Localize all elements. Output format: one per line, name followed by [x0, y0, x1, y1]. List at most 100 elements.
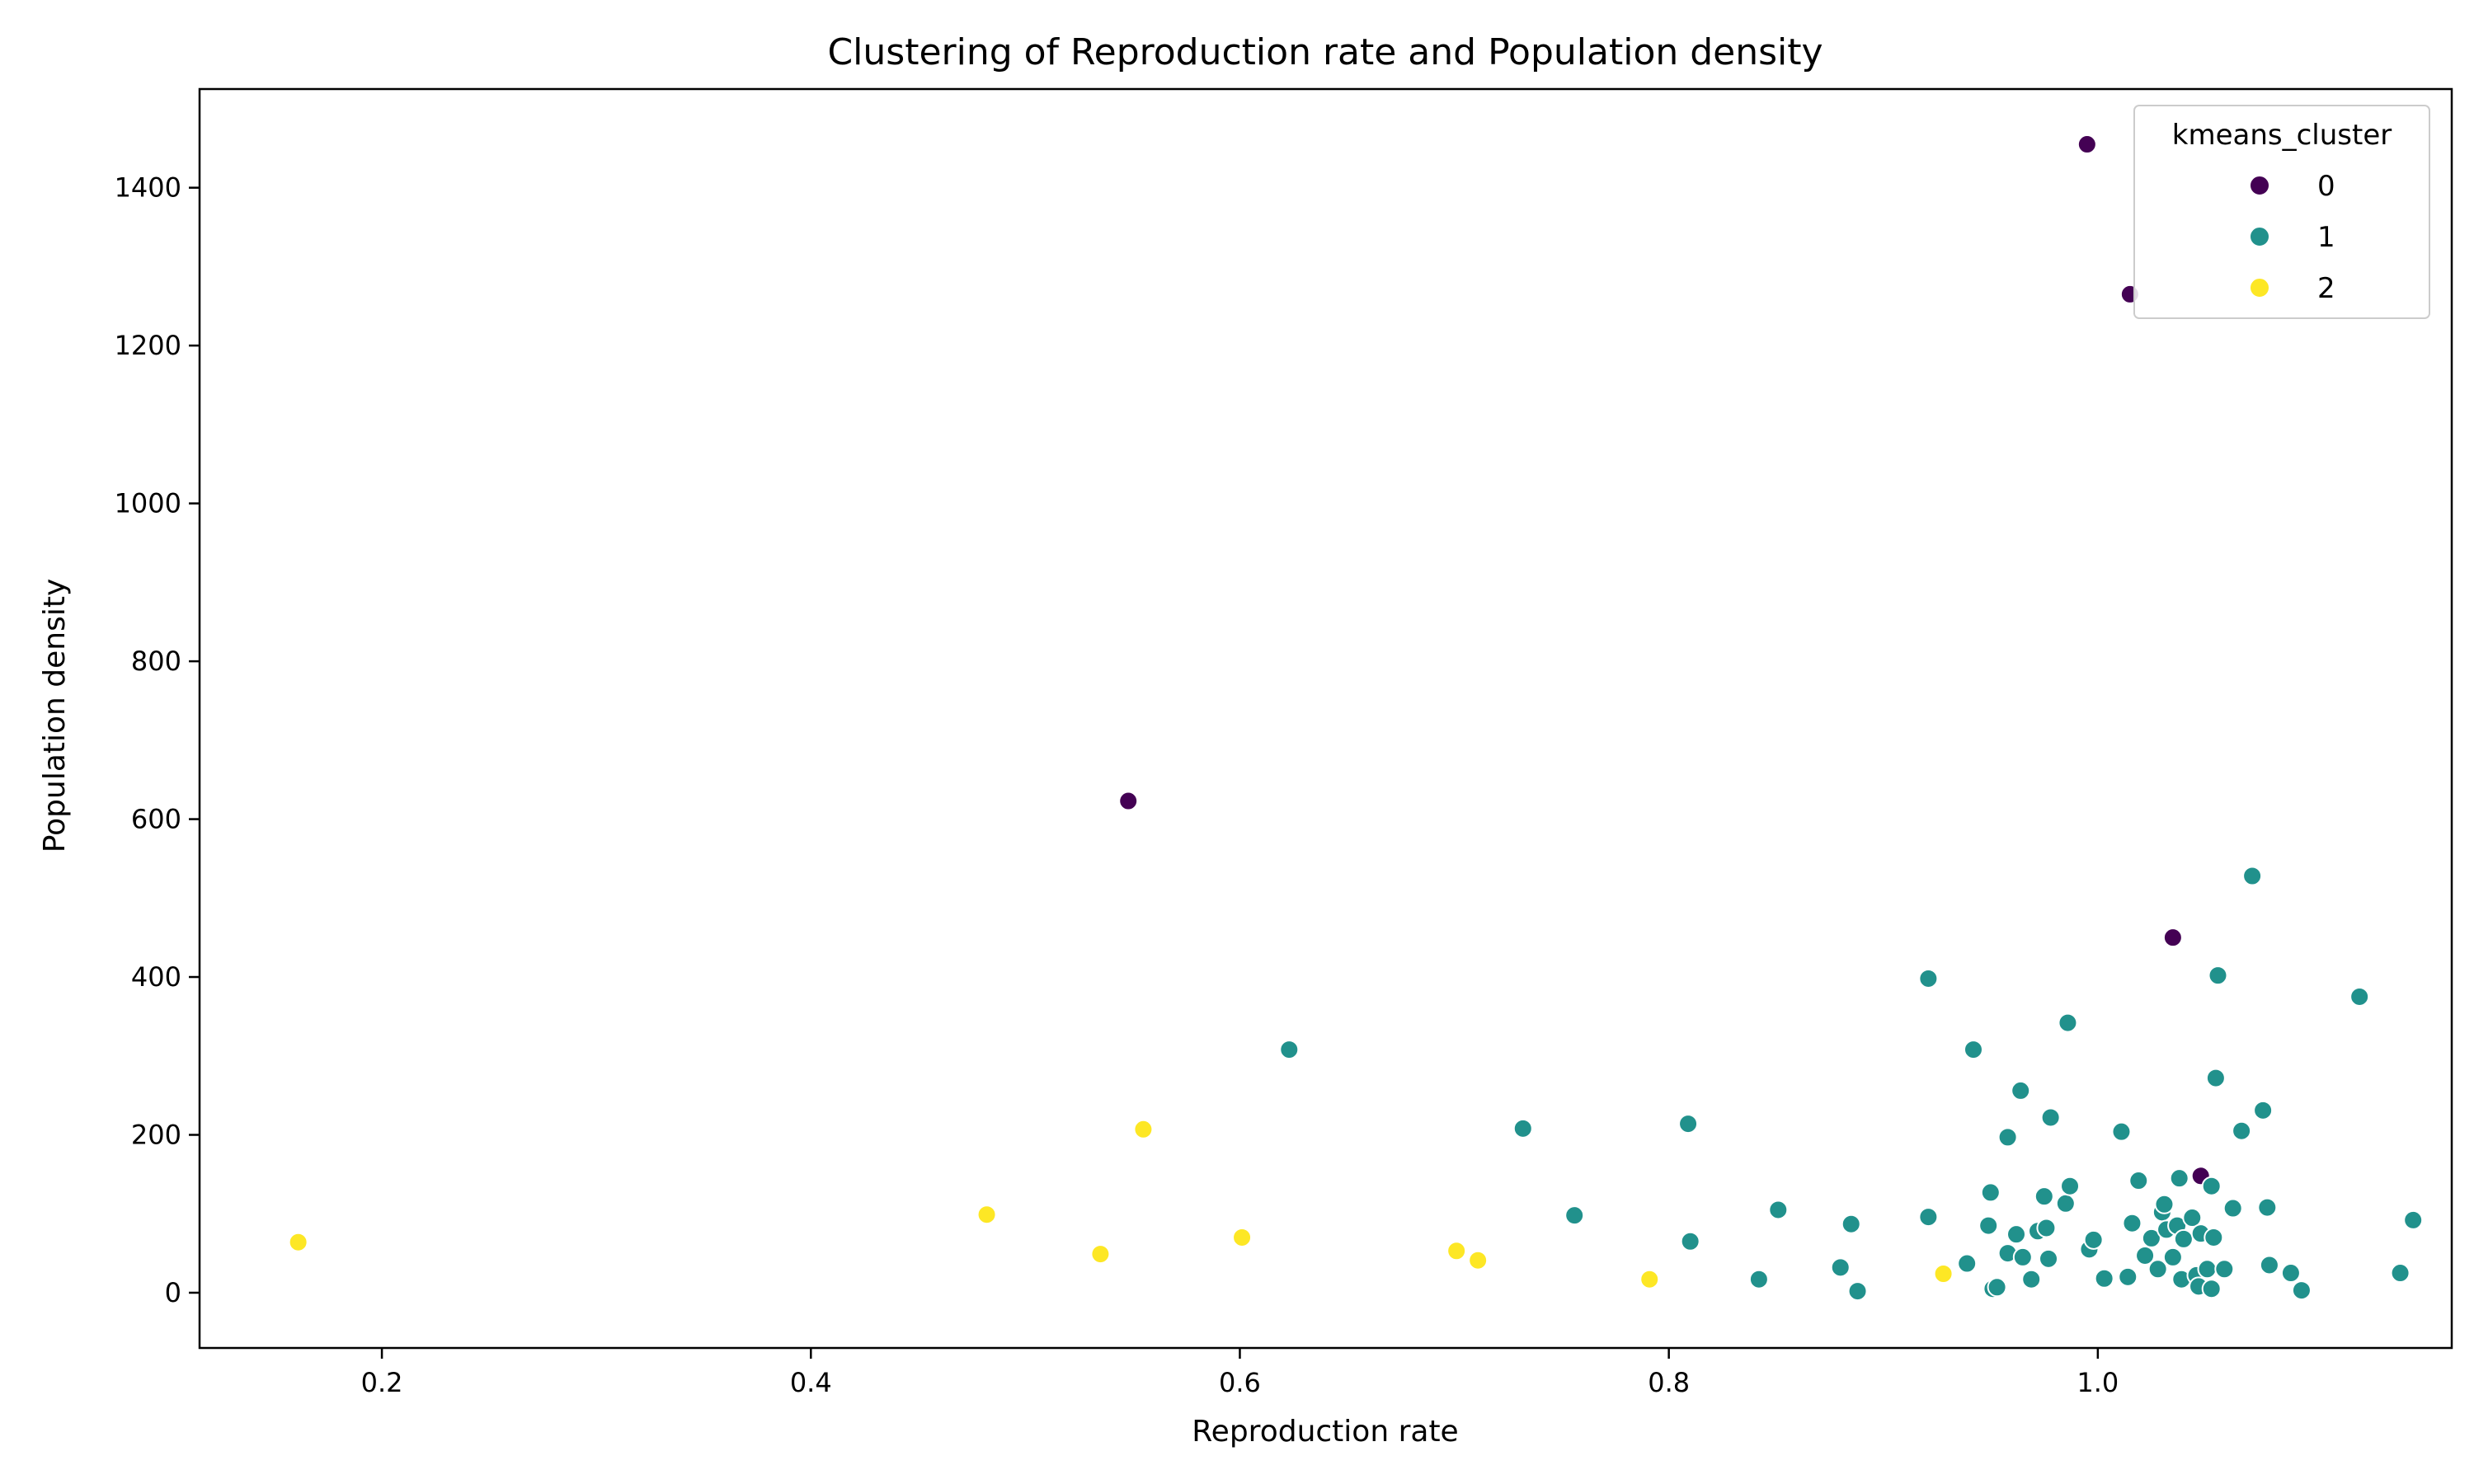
- data-point-cluster-2: [1446, 1241, 1467, 1261]
- data-point-cluster-1: [2222, 1198, 2243, 1219]
- data-point-cluster-1: [1512, 1118, 1533, 1139]
- points-layer: [288, 134, 2424, 1302]
- data-point-cluster-1: [2094, 1268, 2114, 1289]
- data-point-cluster-1: [1279, 1040, 1300, 1060]
- data-point-cluster-0: [2077, 134, 2097, 155]
- x-tick-label: 0.6: [1219, 1367, 1261, 1398]
- data-point-cluster-1: [2173, 1228, 2194, 1249]
- y-tick-label: 400: [131, 961, 181, 993]
- data-point-cluster-2: [288, 1232, 308, 1252]
- legend-label-0: 0: [2317, 170, 2335, 203]
- data-point-cluster-1: [2291, 1280, 2312, 1301]
- y-tick-label: 1400: [115, 172, 181, 204]
- data-point-cluster-1: [2232, 1120, 2252, 1141]
- x-axis-label: Reproduction rate: [1192, 1415, 1458, 1449]
- x-tick-label: 0.8: [1648, 1367, 1690, 1398]
- data-point-cluster-1: [2257, 1197, 2278, 1218]
- data-point-cluster-1: [1978, 1215, 1999, 1236]
- legend-box: [2133, 105, 2430, 319]
- y-tick-label: 1200: [115, 330, 181, 361]
- data-point-cluster-2: [1090, 1244, 1111, 1265]
- data-point-cluster-1: [2403, 1209, 2424, 1230]
- data-point-cluster-2: [1133, 1119, 1154, 1139]
- data-point-cluster-1: [2012, 1247, 2033, 1267]
- data-point-cluster-1: [2135, 1245, 2156, 1266]
- data-point-cluster-1: [1957, 1253, 1978, 1274]
- data-point-cluster-1: [2201, 1279, 2222, 1299]
- legend-marker-0: [2249, 175, 2270, 196]
- data-point-cluster-1: [2259, 1255, 2279, 1275]
- data-point-cluster-2: [1468, 1250, 1489, 1270]
- data-point-cluster-1: [1980, 1182, 2001, 1203]
- data-point-cluster-1: [2040, 1107, 2061, 1128]
- data-point-cluster-0: [2162, 928, 2183, 948]
- data-point-cluster-1: [2141, 1228, 2161, 1248]
- data-point-cluster-1: [2122, 1213, 2142, 1233]
- chart-title: Clustering of Reproduction rate and Popu…: [827, 31, 1823, 73]
- data-point-cluster-1: [1987, 1277, 2007, 1298]
- data-point-cluster-1: [2060, 1176, 2081, 1196]
- data-point-cluster-1: [2204, 1227, 2224, 1247]
- data-point-cluster-1: [2197, 1259, 2218, 1280]
- data-point-cluster-1: [1841, 1214, 1861, 1234]
- data-point-cluster-1: [1680, 1231, 1700, 1252]
- data-point-cluster-1: [2201, 1176, 2222, 1196]
- data-point-cluster-1: [2182, 1208, 2203, 1228]
- data-point-cluster-1: [2205, 1068, 2226, 1088]
- y-axis-ticks: 0 200 400 600 800 1000 1200 1400: [115, 172, 200, 1308]
- y-tick-label: 800: [131, 646, 181, 677]
- data-point-cluster-1: [2055, 1193, 2076, 1214]
- legend: kmeans_cluster 0 1 2: [2133, 105, 2430, 319]
- data-point-cluster-1: [2039, 1248, 2059, 1269]
- data-point-cluster-2: [1933, 1264, 1954, 1284]
- plot-frame: [198, 87, 2453, 1350]
- data-point-cluster-1: [2036, 1218, 2057, 1238]
- data-point-cluster-0: [1118, 791, 1139, 811]
- data-point-cluster-1: [1830, 1257, 1851, 1278]
- data-point-cluster-2: [976, 1205, 997, 1225]
- y-tick-label: 1000: [115, 488, 181, 519]
- data-point-cluster-1: [1963, 1040, 1983, 1060]
- data-point-cluster-1: [1918, 968, 1939, 989]
- data-point-cluster-1: [2118, 1266, 2138, 1287]
- data-point-cluster-1: [2242, 866, 2263, 886]
- data-point-cluster-1: [2349, 986, 2370, 1007]
- data-point-cluster-2: [1639, 1269, 1660, 1289]
- legend-marker-2: [2249, 277, 2270, 298]
- data-point-cluster-1: [2021, 1269, 2042, 1289]
- data-point-cluster-1: [1768, 1200, 1789, 1220]
- legend-items: 0 1 2: [2249, 170, 2335, 305]
- data-point-cluster-1: [2390, 1263, 2411, 1284]
- data-point-cluster-1: [2011, 1080, 2031, 1101]
- y-axis-label: Population density: [38, 579, 72, 853]
- data-point-cluster-1: [2111, 1121, 2132, 1142]
- data-point-cluster-1: [2006, 1224, 2027, 1245]
- x-axis-ticks: 0.2 0.4 0.6 0.8 1.0: [361, 1348, 2119, 1398]
- y-tick-label: 200: [131, 1120, 181, 1151]
- data-point-cluster-1: [2208, 965, 2228, 986]
- data-point-cluster-1: [2034, 1186, 2054, 1207]
- data-point-cluster-1: [1997, 1127, 2018, 1148]
- data-point-cluster-1: [1678, 1114, 1699, 1134]
- data-point-cluster-1: [1847, 1281, 1868, 1302]
- data-point-cluster-1: [2154, 1194, 2175, 1214]
- x-tick-label: 0.2: [361, 1367, 403, 1398]
- data-point-cluster-1: [2280, 1263, 2301, 1284]
- data-point-cluster-1: [2058, 1012, 2078, 1033]
- y-tick-label: 0: [165, 1277, 181, 1308]
- x-tick-label: 1.0: [2077, 1367, 2119, 1398]
- x-tick-label: 0.4: [790, 1367, 832, 1398]
- data-point-cluster-1: [2214, 1259, 2235, 1280]
- data-point-cluster-1: [1564, 1205, 1585, 1226]
- data-point-cluster-1: [1918, 1207, 1939, 1228]
- data-point-cluster-1: [2162, 1247, 2183, 1267]
- y-tick-label: 600: [131, 804, 181, 835]
- data-point-cluster-1: [2253, 1100, 2274, 1120]
- data-point-cluster-2: [1232, 1227, 1253, 1247]
- data-point-cluster-1: [2128, 1171, 2149, 1191]
- legend-title: kmeans_cluster: [2172, 119, 2392, 152]
- legend-label-2: 2: [2317, 272, 2335, 305]
- legend-marker-1: [2249, 226, 2270, 247]
- data-point-cluster-1: [1748, 1269, 1769, 1289]
